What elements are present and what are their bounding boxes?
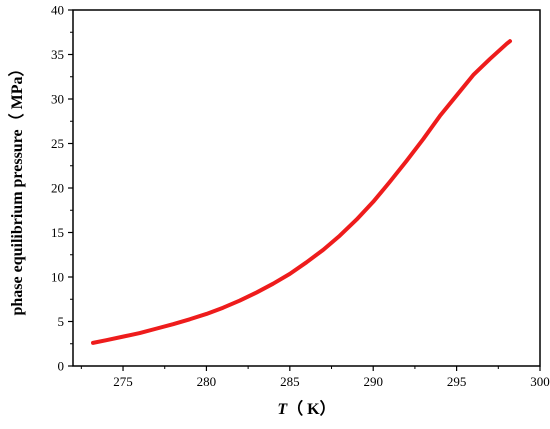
x-tick-label: 295	[447, 374, 467, 389]
x-tick-label: 300	[530, 374, 550, 389]
y-tick-label: 30	[51, 92, 64, 107]
x-axis-title: T（ K）	[277, 400, 335, 418]
series-line	[91, 39, 512, 345]
ticks-layer: 275 280 285 290 295 300 0 5 10 15 20 25 30 35 40	[51, 3, 550, 390]
x-tick-label: 280	[197, 374, 217, 389]
y-tick-label: 40	[51, 3, 64, 18]
x-tick-label: 285	[280, 374, 300, 389]
y-tick-label: 5	[58, 314, 65, 329]
series-layer	[91, 39, 512, 345]
y-tick-label: 35	[51, 47, 64, 62]
y-tick-label: 0	[58, 359, 65, 374]
x-tick-label: 290	[363, 374, 383, 389]
x-axis-symbol: T	[277, 401, 288, 418]
y-tick-label: 20	[51, 181, 64, 196]
x-axis-unit: （ K）	[287, 400, 335, 418]
y-axis-title: phase equilibrium pressure（ MPa）	[8, 61, 26, 316]
plot-frame	[72, 9, 541, 367]
x-tick-label: 275	[113, 374, 133, 389]
y-tick-label: 10	[51, 270, 64, 285]
y-tick-label: 15	[51, 225, 64, 240]
y-tick-label: 25	[51, 136, 64, 151]
